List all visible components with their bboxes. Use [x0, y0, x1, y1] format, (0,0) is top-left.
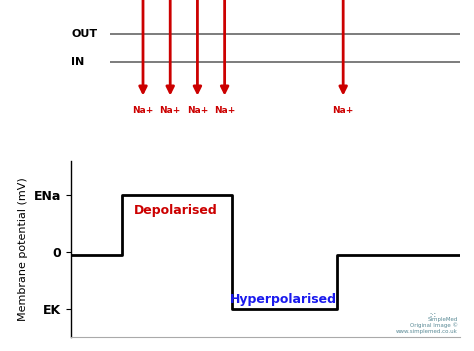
Y-axis label: Membrane potential (mV): Membrane potential (mV) — [18, 177, 28, 321]
Text: Na+: Na+ — [332, 106, 354, 115]
Text: Depolarised: Depolarised — [134, 204, 218, 217]
Text: Na+: Na+ — [187, 106, 208, 115]
Text: Na+: Na+ — [132, 106, 154, 115]
Text: Na+: Na+ — [214, 106, 235, 115]
Text: Na+: Na+ — [160, 106, 181, 115]
Text: OUT: OUT — [71, 28, 97, 39]
Text: Hyperpolarised: Hyperpolarised — [229, 293, 337, 306]
Text: IN: IN — [71, 57, 84, 67]
Text: ∶·∶: ∶·∶ — [429, 311, 436, 320]
Text: SimpleMed
Original Image ©
www.simplemed.co.uk: SimpleMed Original Image © www.simplemed… — [396, 317, 458, 334]
